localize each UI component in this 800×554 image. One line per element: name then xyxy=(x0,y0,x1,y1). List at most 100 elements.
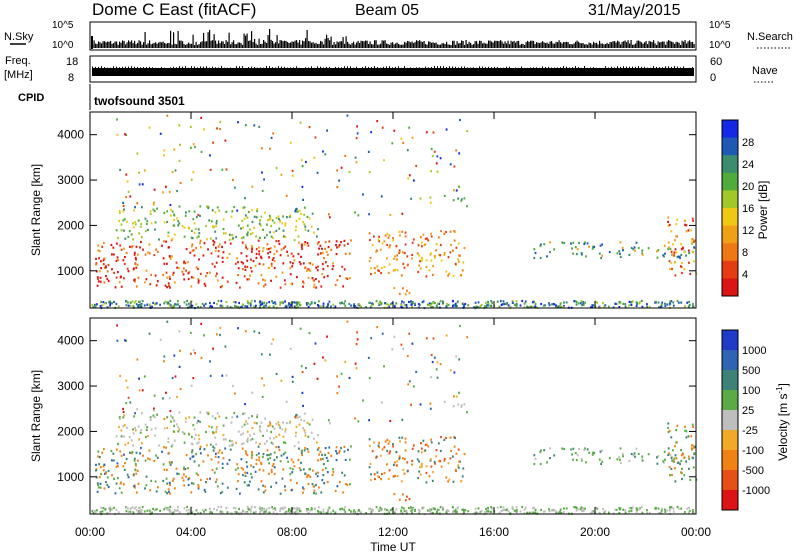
velocity-cell xyxy=(432,511,434,515)
velocity-cell xyxy=(296,509,298,512)
velocity-cell xyxy=(296,482,298,485)
velocity-cell xyxy=(97,450,100,453)
velocity-cell xyxy=(177,509,179,512)
power-cell xyxy=(664,304,667,307)
power-cell xyxy=(669,247,672,250)
power-cell xyxy=(315,266,317,269)
power-cell xyxy=(285,194,288,197)
velocity-cell xyxy=(197,487,200,490)
power-cell xyxy=(324,153,327,156)
nsky-bar xyxy=(158,42,160,48)
nsky-bar xyxy=(134,40,136,48)
velocity-cell xyxy=(206,478,209,481)
power-cell xyxy=(664,252,666,255)
nsky-bar xyxy=(387,44,389,48)
velocity-cell xyxy=(419,509,421,512)
velocity-cell xyxy=(553,454,556,457)
velocity-cell xyxy=(418,460,420,463)
power-cell xyxy=(490,304,492,308)
velocity-cell xyxy=(338,385,340,388)
velocity-cell xyxy=(164,490,167,493)
velocity-cell xyxy=(183,484,186,487)
freq-band-tick xyxy=(119,67,120,70)
power-cell xyxy=(306,269,308,272)
nsky-bar xyxy=(677,42,679,48)
power-cell xyxy=(348,302,351,306)
power-cell xyxy=(115,242,118,245)
power-cell xyxy=(280,248,283,251)
power-cell xyxy=(401,230,404,233)
velocity-cell xyxy=(306,448,309,451)
nsky-bar xyxy=(596,42,598,48)
velocity-cell xyxy=(262,484,264,487)
nsky-bar xyxy=(155,42,157,48)
velocity-cell xyxy=(212,347,214,350)
velocity-cell xyxy=(250,456,253,459)
power-cell xyxy=(317,304,319,307)
freq-band-tick xyxy=(584,66,585,69)
nsky-bar xyxy=(399,44,401,48)
velocity-cell xyxy=(551,509,554,512)
velocity-cell xyxy=(674,480,677,483)
power-cell xyxy=(174,303,176,306)
velocity-cell xyxy=(477,507,480,510)
velocity-cell xyxy=(400,512,403,515)
velocity-cell xyxy=(209,477,211,480)
freq-band-tick xyxy=(521,66,522,69)
velocity-cell xyxy=(259,506,261,509)
power-cell xyxy=(262,247,265,250)
power-cell xyxy=(178,159,181,162)
nsky-bar xyxy=(683,41,685,48)
power-cell xyxy=(123,277,125,280)
velocity-cell xyxy=(255,510,257,513)
power-cell xyxy=(425,275,428,278)
power-cell xyxy=(418,264,421,267)
power-cell xyxy=(671,253,674,256)
velocity-colorbar-tick: 100 xyxy=(742,385,760,397)
velocity-cell xyxy=(282,508,285,511)
nsky-bar xyxy=(395,43,397,48)
velocity-cell xyxy=(141,412,143,415)
power-cell xyxy=(539,256,542,260)
power-cell xyxy=(307,302,309,305)
power-cell xyxy=(191,304,194,307)
freq-band-tick xyxy=(296,66,297,69)
velocity-cell xyxy=(208,425,211,428)
nsky-bar xyxy=(690,42,692,48)
power-cell xyxy=(278,227,281,230)
nsky-bar xyxy=(503,43,505,48)
velocity-cell xyxy=(405,510,408,513)
power-cell xyxy=(261,302,264,305)
power-cell xyxy=(424,243,427,246)
velocity-cell xyxy=(591,510,594,513)
nsky-bar xyxy=(188,42,190,48)
power-cell xyxy=(297,306,299,309)
nsky-bar xyxy=(500,40,502,48)
velocity-cell xyxy=(237,480,239,483)
velocity-cell xyxy=(123,424,126,427)
velocity-cell xyxy=(272,338,275,341)
power-cell xyxy=(635,304,638,307)
velocity-cell xyxy=(120,491,123,494)
power-cell xyxy=(185,269,187,272)
velocity-cell xyxy=(169,483,171,486)
power-cell xyxy=(563,301,565,304)
freq-band-tick xyxy=(452,66,453,69)
nsky-bar xyxy=(536,42,538,48)
nsky-bar xyxy=(693,44,695,48)
velocity-cell xyxy=(118,416,121,419)
freq-band-tick xyxy=(167,67,168,70)
velocity-cell xyxy=(104,472,106,475)
velocity-cell xyxy=(171,376,174,380)
power-cell xyxy=(154,228,156,231)
power-cell xyxy=(164,284,167,287)
power-cell xyxy=(153,201,155,204)
power-cell xyxy=(282,235,285,238)
velocity-cell xyxy=(174,375,177,378)
velocity-cell xyxy=(230,421,233,424)
power-cell xyxy=(379,248,382,251)
power-cell xyxy=(239,286,241,289)
nsky-bar xyxy=(137,42,139,48)
power-cell xyxy=(429,201,432,204)
velocity-cell xyxy=(126,386,129,389)
